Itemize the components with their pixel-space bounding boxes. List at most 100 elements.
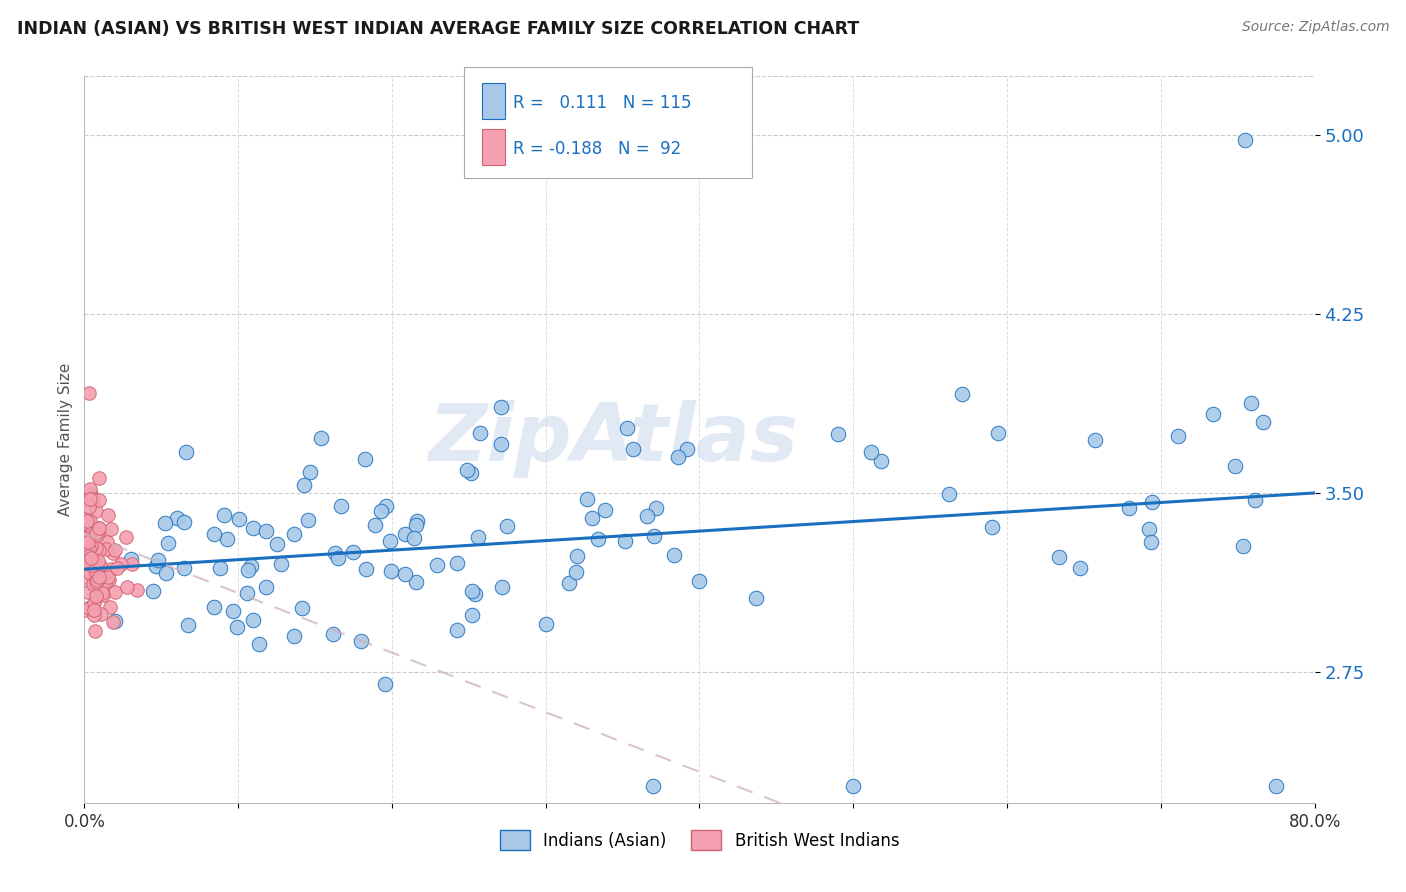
Point [464, 587, 486, 601]
Point [76, 585, 98, 599]
Point [461, 584, 484, 599]
Point [1253, 415, 1275, 429]
Point [125, 582, 148, 597]
Point [576, 491, 599, 506]
Point [446, 623, 468, 637]
Point [100, 562, 122, 576]
Text: INDIAN (ASIAN) VS BRITISH WEST INDIAN AVERAGE FAMILY SIZE CORRELATION CHART: INDIAN (ASIAN) VS BRITISH WEST INDIAN AV… [17, 20, 859, 37]
Point [86, 565, 108, 579]
Point [354, 452, 377, 467]
Point [588, 533, 610, 547]
Point [103, 546, 125, 560]
Point [236, 586, 259, 600]
Point [87, 563, 110, 577]
Point [84, 541, 107, 555]
Point [104, 615, 127, 629]
Point [86, 574, 108, 589]
Point [75, 512, 97, 526]
Point [987, 425, 1010, 440]
Point [83, 546, 105, 560]
Point [80, 554, 103, 568]
Point [1140, 535, 1163, 549]
Point [226, 620, 249, 634]
Point [643, 529, 665, 543]
Point [79, 566, 101, 580]
Text: R = -0.188   N =  92: R = -0.188 N = 92 [513, 140, 682, 158]
Point [495, 519, 517, 533]
Point [827, 427, 849, 442]
Point [76, 536, 98, 550]
Point [156, 536, 179, 550]
Point [859, 445, 882, 459]
Point [77, 494, 100, 508]
Point [378, 533, 401, 548]
Point [406, 515, 429, 529]
Point [558, 576, 581, 591]
Point [89, 558, 111, 572]
Point [374, 677, 396, 691]
Point [90, 570, 112, 584]
Point [83, 596, 105, 610]
Point [87, 521, 110, 535]
Point [89, 470, 111, 484]
Point [80, 486, 103, 500]
Point [84, 504, 107, 518]
Point [363, 517, 385, 532]
Point [311, 431, 333, 445]
Point [94, 565, 117, 579]
Point [75, 602, 97, 616]
Point [94, 574, 117, 588]
Point [166, 511, 188, 525]
Point [283, 527, 305, 541]
Point [688, 574, 710, 588]
Point [322, 627, 344, 641]
Point [107, 561, 129, 575]
Point [375, 499, 398, 513]
Point [354, 562, 377, 576]
Point [79, 539, 101, 553]
Point [405, 518, 427, 533]
Point [613, 533, 636, 548]
Point [404, 531, 426, 545]
Point [1084, 433, 1107, 447]
Point [565, 549, 588, 564]
Point [202, 526, 225, 541]
Point [325, 546, 347, 560]
Point [121, 557, 143, 571]
Point [86, 558, 108, 573]
Point [489, 400, 512, 414]
Point [76, 514, 98, 528]
Point [350, 633, 373, 648]
Point [254, 581, 277, 595]
Point [84, 590, 107, 604]
Point [470, 425, 492, 440]
Point [77, 541, 100, 555]
Point [87, 493, 110, 508]
Point [297, 513, 319, 527]
Point [91, 588, 114, 602]
Point [97, 508, 120, 523]
Point [82, 576, 104, 591]
Point [110, 557, 132, 571]
Point [228, 512, 250, 526]
Point [120, 552, 142, 566]
Point [87, 525, 110, 540]
Point [86, 528, 108, 542]
Point [84, 624, 107, 638]
Point [145, 559, 167, 574]
Point [938, 487, 960, 501]
Point [73, 532, 96, 546]
Point [242, 613, 264, 627]
Point [1069, 561, 1091, 575]
Point [745, 591, 768, 605]
Point [342, 545, 364, 559]
Point [80, 536, 103, 550]
Point [370, 504, 392, 518]
Point [950, 387, 973, 401]
Point [467, 529, 489, 543]
Point [217, 532, 239, 546]
Point [80, 541, 103, 556]
Point [330, 499, 353, 513]
Point [666, 450, 689, 464]
Legend: Indians (Asian), British West Indians: Indians (Asian), British West Indians [494, 823, 905, 856]
